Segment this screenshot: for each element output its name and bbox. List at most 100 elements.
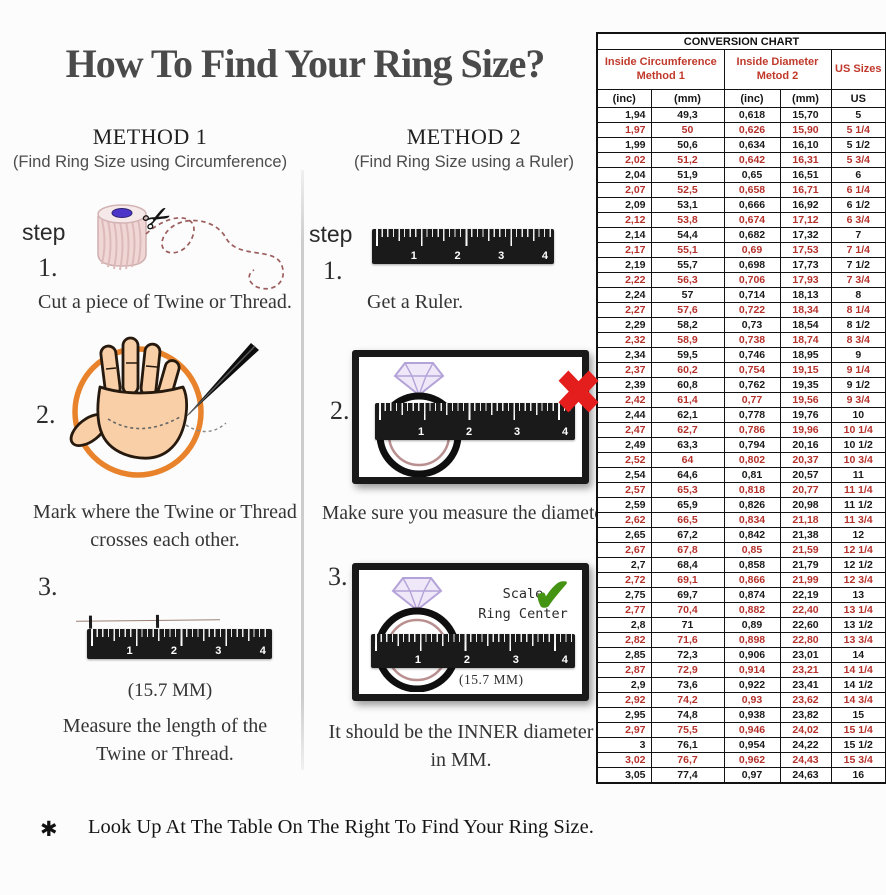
- ruler-illustration: 1 2 3 4: [372, 229, 554, 264]
- table-cell: 24,02: [779, 722, 832, 738]
- table-row: 1,97 50 0,626 15,90 5 1/4: [596, 122, 886, 138]
- table-cell: 67,8: [650, 542, 725, 558]
- method2-step-label: step: [309, 221, 353, 247]
- table-row: 2,09 53,1 0,666 16,92 6 1/2: [596, 197, 886, 213]
- table-cell: 20,77: [779, 482, 832, 498]
- table-cell: 59,5: [650, 347, 725, 363]
- table-cell: 49,3: [650, 107, 725, 123]
- table-cell: 16,31: [779, 152, 832, 168]
- table-row: 1,94 49,3 0,618 15,70 5: [596, 107, 886, 123]
- table-cell: 2,34: [596, 347, 652, 363]
- table-cell: 20,98: [779, 497, 832, 513]
- table-cell: 0,882: [723, 602, 781, 618]
- table-cell: 24,43: [779, 752, 832, 768]
- table-cell: 57: [650, 287, 725, 303]
- table-cell: 5 3/4: [830, 152, 886, 168]
- table-cell: 2,07: [596, 182, 652, 198]
- table-cell: 0,802: [723, 452, 781, 468]
- ruler-ticks: [379, 403, 572, 440]
- table-cell: 22,80: [779, 632, 832, 648]
- table-cell: 10 3/4: [830, 452, 886, 468]
- table-cell: 0,754: [723, 362, 781, 378]
- table-cell: 16,10: [779, 137, 832, 153]
- table-cell: 0,842: [723, 527, 781, 543]
- table-cell: 23,82: [779, 707, 832, 723]
- ruler-number: 2: [465, 426, 473, 438]
- table-cell: 2,39: [596, 377, 652, 393]
- method1-step-label: step: [22, 219, 66, 245]
- table-cell: 14 3/4: [830, 692, 886, 708]
- table-cell: 2,19: [596, 257, 652, 273]
- table-row: 2,77 70,4 0,882 22,40 13 1/4: [596, 602, 886, 618]
- table-cell: 17,73: [779, 257, 832, 273]
- ruler-number: 4: [259, 645, 266, 657]
- table-cell: 2,77: [596, 602, 652, 618]
- table-row: 2,07 52,5 0,658 16,71 6 1/4: [596, 182, 886, 198]
- table-cell: 7: [830, 227, 886, 243]
- table-cell: 0,626: [723, 122, 781, 138]
- table-cell: 2,09: [596, 197, 652, 213]
- thread-mark: [155, 614, 160, 628]
- footer-note: Look Up At The Table On The Right To Fin…: [88, 816, 594, 838]
- table-cell: 13 1/4: [830, 602, 886, 618]
- table-cell: 53,8: [650, 212, 725, 228]
- table-cell: 9 1/4: [830, 362, 886, 378]
- table-cell: 0,898: [723, 632, 781, 648]
- ruler-number: 1: [414, 654, 421, 666]
- table-row: 2,54 64,6 0,81 20,57 11: [596, 467, 886, 483]
- table-cell: 0,658: [723, 182, 781, 198]
- method2-heading: METHOD 2: [406, 124, 522, 149]
- conversion-table: CONVERSION CHART Inside Circumference Me…: [596, 32, 886, 784]
- table-cell: 3: [596, 737, 652, 753]
- table-cell: 2,04: [596, 167, 652, 183]
- table-cell: 11 1/2: [830, 497, 886, 513]
- table-cell: 58,9: [650, 332, 725, 348]
- ruler-illustration: 1 2 3 4: [375, 403, 575, 440]
- table-row: 2,95 74,8 0,938 23,82 15: [596, 707, 886, 723]
- diamond-icon: [391, 577, 443, 613]
- table-cell: 2,37: [596, 362, 652, 378]
- table-cell: 7 3/4: [830, 272, 886, 288]
- table-cell: 55,1: [650, 242, 725, 258]
- table-cell: 13: [830, 587, 886, 603]
- table-row: 2,9 73,6 0,922 23,41 14 1/2: [596, 677, 886, 693]
- table-cell: 0,73: [723, 317, 781, 333]
- table-subheader: (mm): [779, 89, 832, 108]
- method2-measurement: (15.7 MM): [459, 672, 524, 687]
- table-cell: 17,32: [779, 227, 832, 243]
- table-cell: 11 1/4: [830, 482, 886, 498]
- table-cell: 16: [830, 767, 886, 784]
- table-cell: 0,714: [723, 287, 781, 303]
- method2-step2-text: Make sure you measure the diameter.: [322, 503, 598, 524]
- table-cell: 0,906: [723, 647, 781, 663]
- table-cell: 0,682: [723, 227, 781, 243]
- ruler-ticks: [376, 229, 551, 264]
- table-cell: 62,7: [650, 422, 725, 438]
- table-cell: 2,62: [596, 512, 652, 528]
- table-cell: 23,01: [779, 647, 832, 663]
- table-row: 3,05 77,4 0,97 24,63 16: [596, 767, 886, 784]
- table-cell: 0,826: [723, 497, 781, 513]
- method2-step3-text: It should be the INNER diameter in MM.: [328, 721, 594, 771]
- table-cell: 15,70: [779, 107, 832, 123]
- table-cell: 2,54: [596, 467, 652, 483]
- table-subheader: US: [830, 89, 886, 108]
- table-cell: 0,706: [723, 272, 781, 288]
- table-cell: 2,9: [596, 677, 652, 693]
- table-cell: 0,89: [723, 617, 781, 633]
- table-cell: 69,1: [650, 572, 725, 588]
- table-cell: 0,914: [723, 662, 781, 678]
- table-cell: 23,21: [779, 662, 832, 678]
- table-cell: 14 1/4: [830, 662, 886, 678]
- table-cell: 19,76: [779, 407, 832, 423]
- table-cell: 12 3/4: [830, 572, 886, 588]
- red-x-icon: ✖: [555, 359, 602, 426]
- table-row: 2,75 69,7 0,874 22,19 13: [596, 587, 886, 603]
- table-cell: 2,12: [596, 212, 652, 228]
- table-cell: 23,41: [779, 677, 832, 693]
- table-cell: 0,794: [723, 437, 781, 453]
- ruler-number: 3: [513, 426, 521, 438]
- table-row: 2,22 56,3 0,706 17,93 7 3/4: [596, 272, 886, 288]
- table-subheader: (mm): [650, 89, 725, 108]
- table-cell: 12 1/4: [830, 542, 886, 558]
